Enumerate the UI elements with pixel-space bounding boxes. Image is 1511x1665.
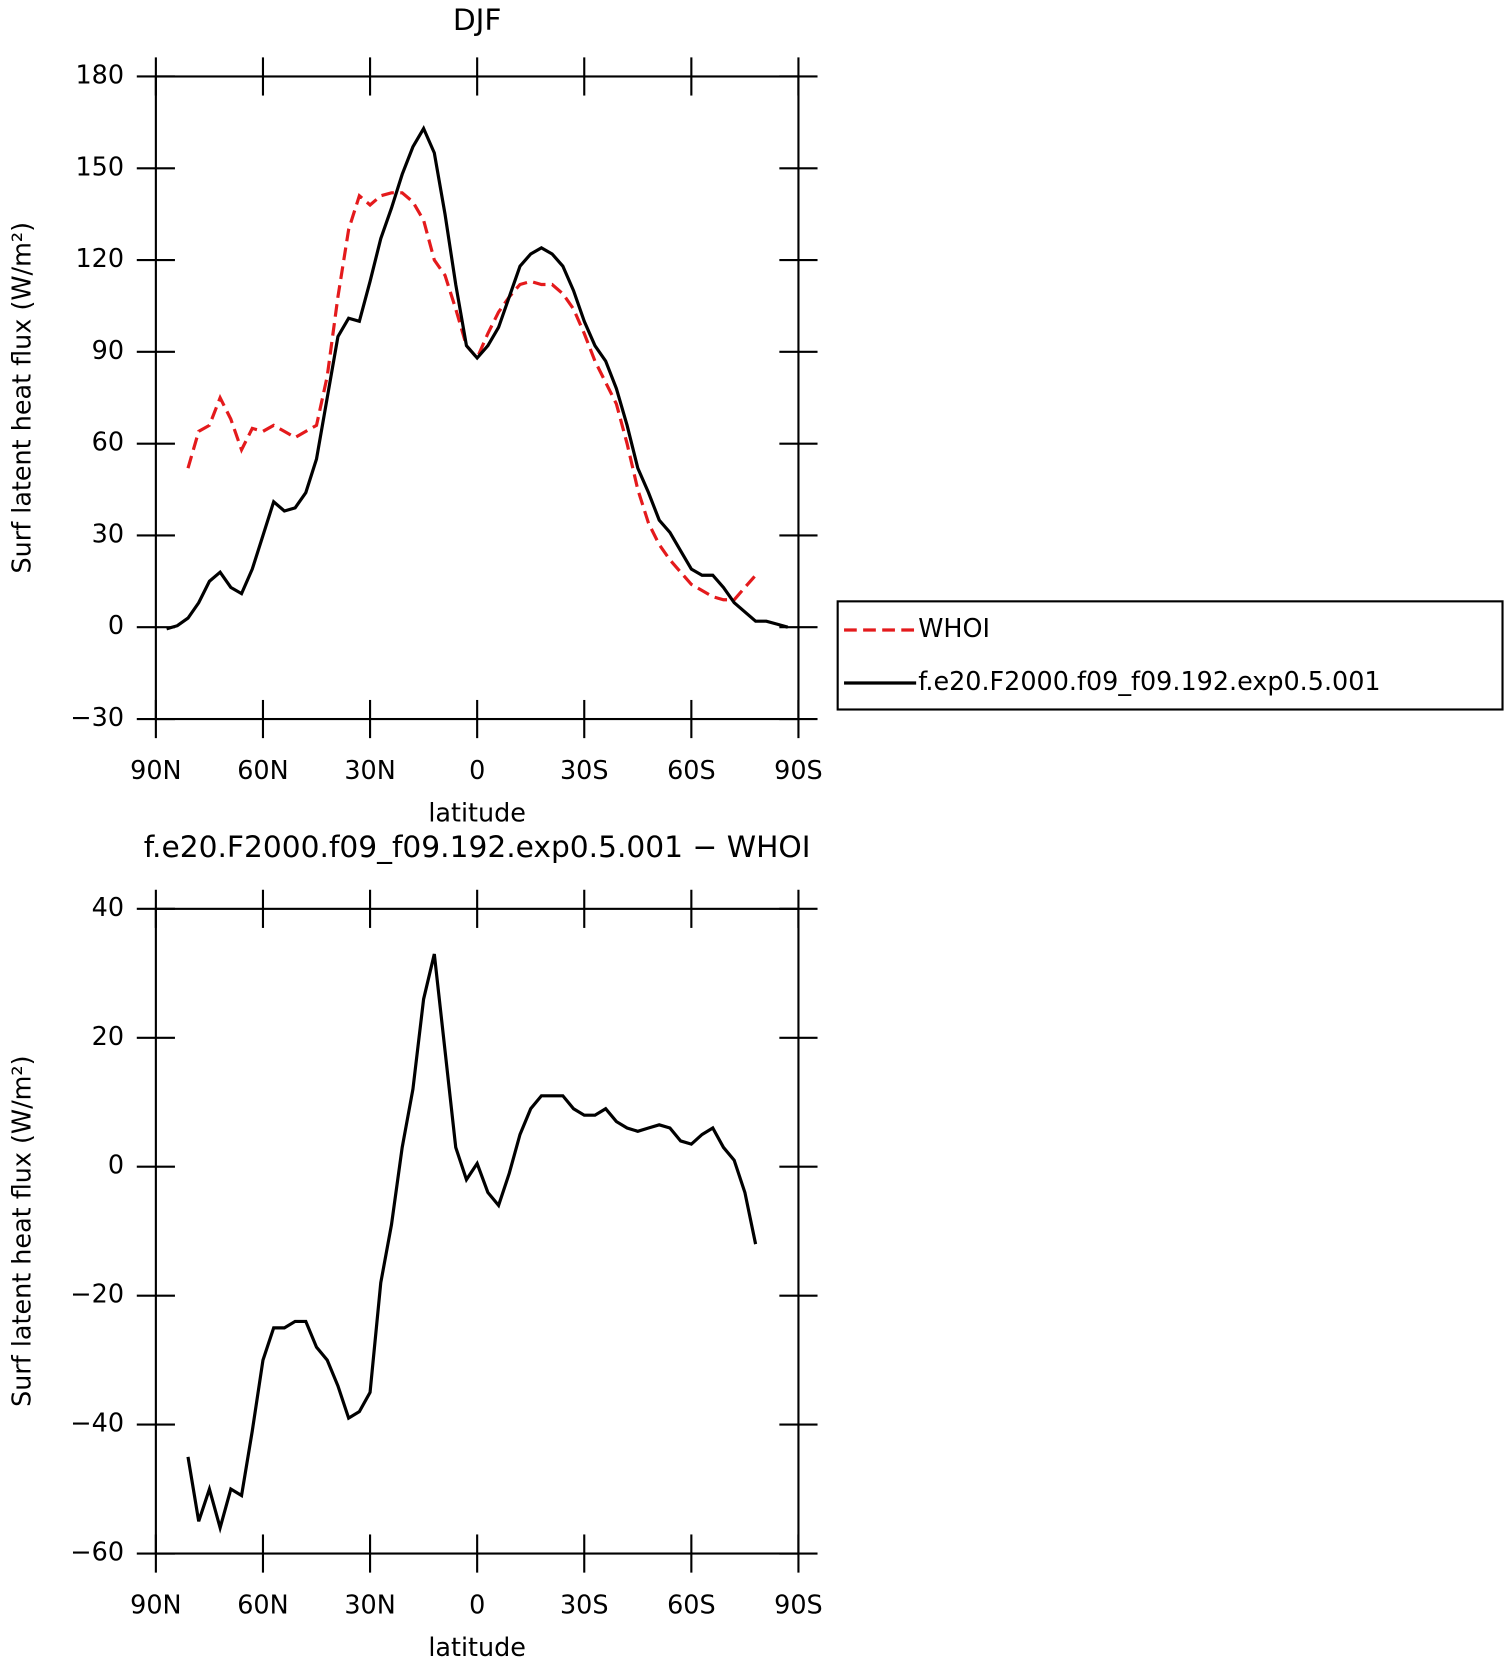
x-tick-label: 90S — [774, 1590, 823, 1620]
x-tick-label: 60N — [237, 755, 288, 785]
x-tick-label: 60S — [667, 755, 716, 785]
y-axis-label: Surf latent heat flux (W/m²) — [6, 1055, 36, 1406]
plot-frame — [154, 907, 800, 1555]
legend-label: WHOI — [918, 613, 990, 643]
x-axis-label: latitude — [428, 797, 526, 827]
x-tick-label: 30S — [560, 755, 609, 785]
y-tick-label: 90 — [92, 335, 124, 365]
legend-box — [836, 600, 1504, 711]
y-tick-label: −30 — [70, 702, 124, 732]
x-tick-label: 30S — [560, 1590, 609, 1620]
y-tick-label: 150 — [75, 151, 124, 181]
y-tick-label: 40 — [92, 892, 124, 922]
y-axis-label: Surf latent heat flux (W/m²) — [6, 222, 36, 573]
y-tick-label: 60 — [92, 427, 124, 457]
x-tick-label: 30N — [344, 1590, 395, 1620]
y-tick-label: −60 — [70, 1537, 124, 1567]
x-tick-label: 60N — [237, 1590, 288, 1620]
chart-title: f.e20.F2000.f09_f09.192.exp0.5.001 − WHO… — [144, 829, 811, 864]
x-tick-label: 30N — [344, 755, 395, 785]
y-tick-label: −40 — [70, 1408, 124, 1438]
y-tick-label: 20 — [92, 1021, 124, 1051]
y-tick-label: 180 — [75, 59, 124, 89]
x-tick-label: 90N — [130, 755, 181, 785]
x-tick-label: 0 — [469, 755, 485, 785]
chart-title: DJF — [453, 2, 502, 37]
data-line — [166, 125, 789, 631]
x-axis-label: latitude — [428, 1632, 526, 1662]
x-tick-label: 60S — [667, 1590, 716, 1620]
y-tick-label: 0 — [108, 610, 124, 640]
y-tick-label: 120 — [75, 243, 124, 273]
y-tick-label: 30 — [92, 518, 124, 548]
x-tick-label: 90S — [774, 755, 823, 785]
x-tick-label: 90N — [130, 1590, 181, 1620]
x-tick-label: 0 — [469, 1590, 485, 1620]
data-line — [186, 191, 757, 602]
y-tick-label: −20 — [70, 1279, 124, 1309]
plot-frame — [154, 75, 800, 721]
data-line — [186, 953, 758, 1534]
legend-label: f.e20.F2000.f09_f09.192.exp0.5.001 — [918, 666, 1380, 696]
y-tick-label: 0 — [108, 1150, 124, 1180]
